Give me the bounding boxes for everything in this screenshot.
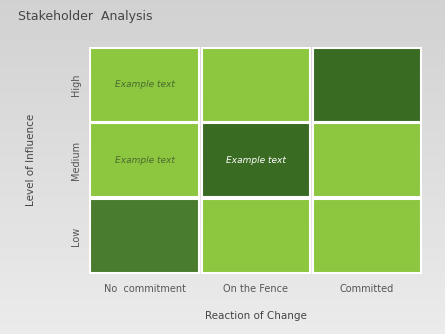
- FancyArrow shape: [84, 294, 434, 299]
- Bar: [202, 123, 310, 197]
- Bar: [313, 123, 421, 197]
- Bar: [202, 199, 310, 273]
- Bar: [90, 48, 199, 122]
- Text: Committed: Committed: [340, 285, 394, 295]
- Bar: [313, 48, 421, 122]
- Bar: [202, 48, 310, 122]
- Text: Reaction of Change: Reaction of Change: [205, 311, 307, 321]
- Text: Medium: Medium: [71, 141, 81, 180]
- Text: On the Fence: On the Fence: [223, 285, 288, 295]
- Text: Example text: Example text: [115, 156, 174, 165]
- Bar: [313, 199, 421, 273]
- Text: High: High: [71, 73, 81, 96]
- Text: Stakeholder  Analysis: Stakeholder Analysis: [18, 10, 152, 23]
- Bar: [90, 123, 199, 197]
- Text: Low: Low: [71, 226, 81, 245]
- Bar: [90, 199, 199, 273]
- Text: No  commitment: No commitment: [104, 285, 186, 295]
- Text: Level of Influence: Level of Influence: [26, 114, 36, 206]
- Text: Example text: Example text: [115, 80, 174, 89]
- FancyArrow shape: [54, 43, 62, 278]
- Text: Example text: Example text: [226, 156, 286, 165]
